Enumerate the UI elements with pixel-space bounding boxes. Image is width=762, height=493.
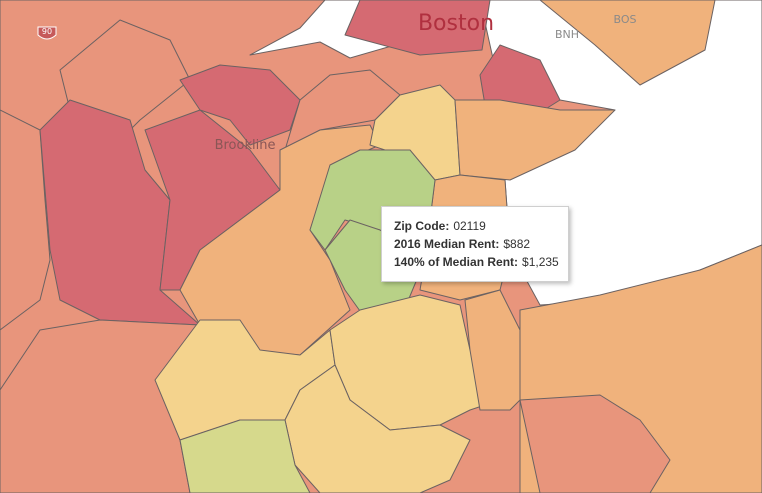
tooltip-row: Zip Code: 02119 [394, 217, 568, 235]
tooltip-label: 140% of Median Rent: [394, 255, 519, 269]
zip-region[interactable] [179, 419, 311, 493]
highway-shield: 90 [37, 26, 57, 40]
tooltip-row: 2016 Median Rent: $882 [394, 235, 568, 253]
airport-label: BNH [555, 28, 579, 41]
tooltip-value: $1,235 [522, 255, 559, 269]
zip-region[interactable] [519, 394, 671, 493]
tooltip-label: 2016 Median Rent: [394, 237, 500, 251]
zip-region[interactable] [539, 0, 716, 86]
zip-region[interactable] [344, 0, 491, 56]
tooltip: Zip Code: 02119 2016 Median Rent: $882 140… [381, 206, 569, 282]
tooltip-row: 140% of Median Rent: $1,235 [394, 253, 568, 271]
tooltip-label: Zip Code: [394, 219, 450, 233]
airport-label: BOS [614, 13, 637, 26]
highway-label: 90 [42, 27, 52, 36]
neighborhood-label: Brookline [215, 138, 276, 153]
shield-icon [37, 26, 57, 40]
tooltip-value: 02119 [453, 219, 486, 233]
zip-region[interactable] [179, 64, 301, 146]
tooltip-value: $882 [503, 237, 531, 251]
city-label: Boston [418, 11, 494, 36]
zip-region[interactable] [284, 364, 471, 493]
